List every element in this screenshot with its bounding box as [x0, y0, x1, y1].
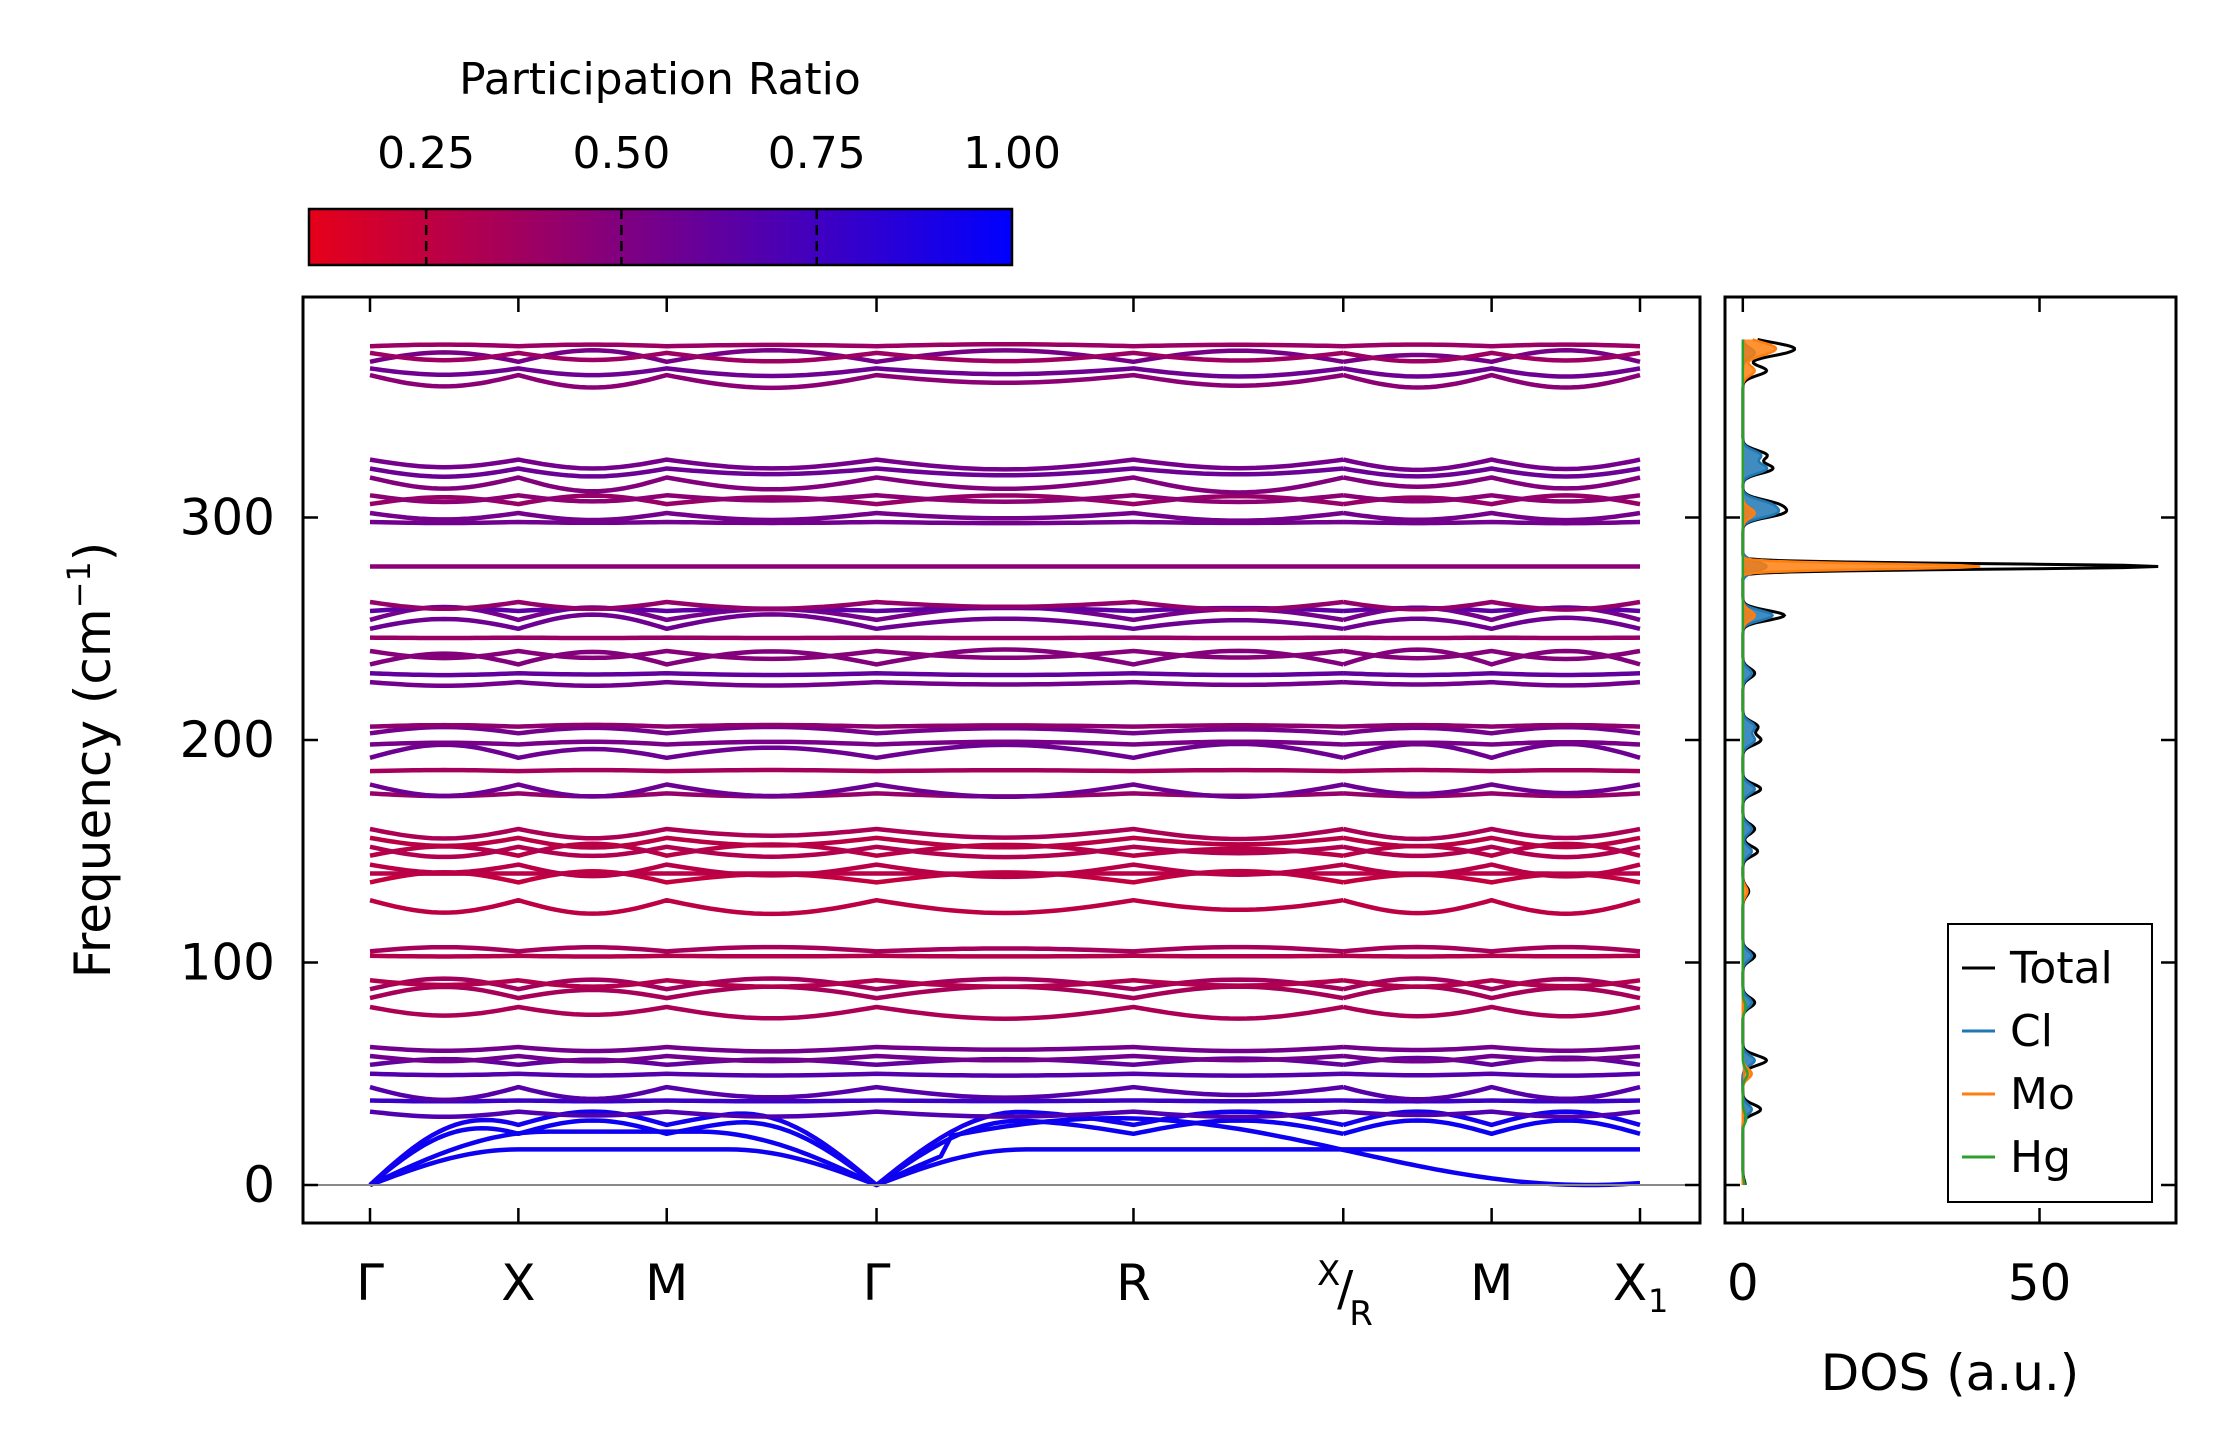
legend: Total Cl Mo Hg [1947, 923, 2153, 1203]
band-low-optic-1 [369, 1098, 1641, 1104]
colorbar-tick-label: 0.25 [377, 128, 475, 179]
k-label-x1-sub: 1 [1648, 1282, 1668, 1320]
band-upper-1-3 [369, 648, 1641, 662]
band-upper-1-2 [369, 647, 1641, 667]
dos-x-label: DOS (a.u.) [1821, 1344, 2080, 1402]
dos-line-mo [1741, 338, 1981, 1185]
y-tick-label: 100 [180, 934, 275, 992]
dos-panel: 0 50 DOS (a.u.) Total Cl Mo Hg [1723, 295, 2178, 1402]
k-label-m-1: M [645, 1254, 688, 1312]
dos-fill-mo [1742, 339, 1981, 1185]
band-low-optic-5 [369, 1053, 1641, 1064]
band-upper-2-3 [369, 493, 1641, 505]
band-upper-2-5 [369, 466, 1641, 479]
band-upper-2-1 [369, 510, 1641, 523]
band-mid-3-1 [369, 782, 1641, 800]
k-label-gamma-1: Γ [356, 1254, 384, 1312]
band-low-optic-6 [369, 1044, 1641, 1054]
band-mid-3-3 [369, 741, 1641, 761]
k-label-x-r: X / R [1317, 1254, 1373, 1334]
band-panel-frame [301, 295, 1702, 1225]
band-mid-3-2 [369, 767, 1641, 774]
k-label-xr-bottom: R [1349, 1294, 1373, 1334]
band-top-0 [369, 372, 1641, 391]
band-acoustic-1 [369, 1147, 1640, 1188]
band-mid-1-4 [369, 953, 1641, 959]
colorbar-tick-label: 0.75 [768, 128, 866, 179]
k-label-x1-main: X [1613, 1254, 1647, 1312]
y-tick-label: 200 [180, 711, 275, 769]
band-mid-1-0 [369, 1004, 1641, 1021]
band-upper-2-4 [369, 475, 1641, 495]
band-upper-1-0 [369, 679, 1641, 688]
dos-x-tick-label: 0 [1727, 1254, 1759, 1312]
band-mid-2-3 [369, 862, 1641, 880]
colorbar-title: Participation Ratio [459, 54, 861, 105]
band-upper-1-5 [369, 612, 1641, 632]
y-axis-label: Frequency (cm−1) [60, 542, 122, 979]
band-low-optic-3 [369, 1071, 1641, 1078]
k-label-x1: X 1 [1613, 1254, 1668, 1320]
band-upper-1-1 [369, 671, 1641, 678]
band-mid-3-5 [369, 724, 1641, 736]
band-upper-2-0 [369, 519, 1641, 526]
band-mid-3-6 [369, 722, 1641, 729]
band-top-3 [369, 350, 1641, 364]
dos-fill-cl [1742, 339, 1779, 1185]
band-upper-1-8 [369, 599, 1641, 612]
k-label-gamma-2: Γ [863, 1254, 891, 1312]
band-top-1 [369, 366, 1641, 379]
colorbar-tick-label: 0.50 [572, 128, 670, 179]
band-mid-2-0 [369, 897, 1641, 917]
k-label-xr-slash: / [1337, 1261, 1354, 1317]
k-label-xr-top: X [1317, 1254, 1340, 1294]
band-mid-2-6 [369, 835, 1641, 850]
band-upper-2-6 [369, 457, 1641, 473]
band-mid-1-3 [369, 978, 1641, 989]
k-label-r: R [1116, 1254, 1151, 1312]
legend-label-hg: Hg [2010, 1132, 2071, 1183]
k-label-m-2: M [1470, 1254, 1513, 1312]
band-mid-2-7 [369, 826, 1641, 842]
band-top-4 [369, 342, 1641, 349]
band-panel: 0 100 200 300 Γ X M Γ R X / R M X 1 Frequen… [60, 295, 1702, 1334]
k-label-x: X [501, 1254, 535, 1312]
band-acoustic-2 [368, 1118, 1641, 1188]
legend-label-cl: Cl [2010, 1006, 2053, 1057]
colorbar-gradient [307, 207, 1014, 267]
y-tick-label: 300 [180, 489, 275, 547]
y-tick-label: 0 [243, 1156, 275, 1214]
legend-label-total: Total [2009, 943, 2113, 994]
band-mid-1-5 [369, 944, 1641, 954]
legend-label-mo: Mo [2010, 1069, 2075, 1120]
band-mid-2-5 [369, 844, 1641, 860]
band-low-optic-0 [369, 1109, 1641, 1120]
colorbar-tick-label: 1.00 [963, 128, 1061, 179]
dos-line-hg [1741, 339, 1749, 1186]
colorbar: Participation Ratio 0.25 0.50 0.75 1.00 [307, 54, 1061, 267]
dos-x-tick-label: 50 [2008, 1254, 2072, 1312]
band-low-optic-2 [369, 1084, 1641, 1103]
band-mid-3-4 [369, 739, 1641, 747]
dos-panel-frame [1723, 295, 2178, 1225]
